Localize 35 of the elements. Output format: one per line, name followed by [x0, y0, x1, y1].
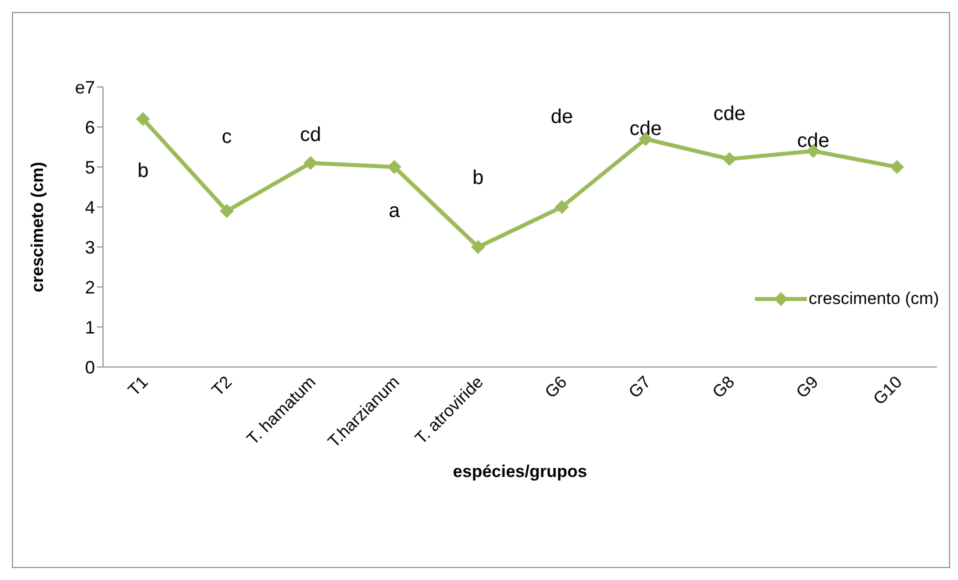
annotation: cde	[713, 103, 746, 125]
annotation: cde	[797, 130, 830, 152]
point	[220, 204, 234, 218]
y-tick-label: 6	[84, 117, 95, 138]
annotation: cde	[630, 118, 662, 140]
annotation: de	[550, 106, 574, 128]
point	[722, 152, 736, 166]
y-tick-label: 3	[84, 237, 95, 258]
x-tick-label: G7	[625, 372, 654, 402]
annotation: cd	[300, 124, 322, 146]
x-tick-label: G6	[541, 372, 571, 402]
point	[471, 240, 486, 254]
y-tick-label: e7	[74, 77, 95, 98]
x-tick-label: G9	[792, 372, 822, 402]
y-axis-title: crescimeto (cm)	[28, 162, 48, 292]
y-tick-label: 5	[84, 157, 95, 178]
y-tick-label: 0	[84, 357, 95, 378]
point	[890, 160, 904, 174]
y-tick-label: 4	[84, 197, 95, 218]
x-tick-label: G10	[870, 372, 906, 409]
annotation: c	[222, 126, 232, 148]
x-axis-title: espécies/grupos	[452, 462, 588, 481]
annotation: b	[137, 160, 149, 182]
legend-label: crescimento (cm)	[808, 289, 939, 309]
y-tick-label: 2	[84, 277, 95, 298]
x-tick-label: T2	[208, 372, 236, 400]
point	[304, 156, 318, 170]
point	[554, 200, 569, 214]
y-tick-label: 1	[84, 317, 95, 338]
annotation: a	[388, 200, 401, 222]
point	[136, 112, 150, 126]
x-tick-label: T1	[124, 372, 152, 400]
point	[387, 160, 402, 174]
x-tick-label: G8	[708, 372, 738, 402]
annotation: b	[472, 167, 484, 189]
